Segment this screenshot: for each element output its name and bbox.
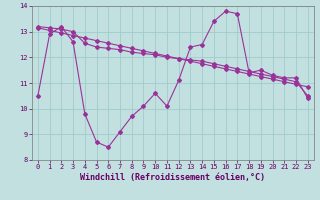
X-axis label: Windchill (Refroidissement éolien,°C): Windchill (Refroidissement éolien,°C) [80, 173, 265, 182]
